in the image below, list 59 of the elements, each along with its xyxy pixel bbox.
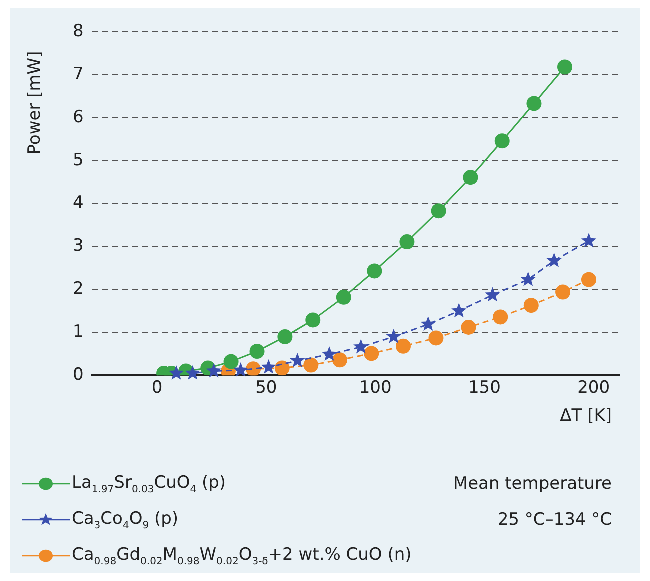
point — [581, 233, 597, 248]
point — [386, 328, 402, 344]
y-tick-label: 8 — [72, 21, 84, 42]
point — [290, 352, 306, 368]
point — [224, 354, 239, 370]
point — [233, 362, 248, 377]
y-tick-label: 6 — [72, 107, 84, 128]
x-axis-title: ΔT [K] — [560, 406, 612, 426]
point — [520, 272, 536, 286]
x-tick-label: 100 — [359, 378, 392, 398]
legend-label: Ca$_{3}$Co$_{4}$O$_{9}$ (p) — [72, 508, 179, 532]
text: 25 °C–134 °C — [496, 509, 612, 532]
point — [420, 316, 436, 331]
point — [278, 329, 293, 344]
x-tick-label: 50 — [256, 378, 278, 398]
point — [332, 352, 348, 368]
point — [428, 330, 444, 346]
point — [336, 290, 352, 305]
point — [494, 134, 510, 149]
text: Ca$_{0.98}$Gd$_{0.02}$M$_{0.98}$W$_{0.02}$O$_{3-δ}$+2 wt.% CuO (n) — [72, 544, 412, 568]
point — [463, 170, 478, 186]
point — [250, 344, 265, 360]
point — [168, 365, 184, 380]
point — [304, 358, 319, 373]
point — [354, 339, 369, 354]
y-tick-label: 4 — [72, 193, 84, 214]
legend-label: La$_{1.97}$Sr$_{0.03}$CuO$_{4}$ (p) — [72, 472, 226, 496]
point — [556, 284, 571, 300]
x-tick-label: 150 — [468, 378, 501, 398]
point — [367, 264, 382, 279]
point — [461, 320, 476, 335]
y-axis-title: Power [mW] — [25, 50, 45, 157]
y-tick-label: 7 — [72, 64, 84, 84]
y-tick-label: 0 — [72, 365, 84, 386]
x-tick-label: 0 — [152, 378, 163, 398]
point — [526, 96, 542, 112]
point — [546, 252, 562, 268]
point — [185, 365, 200, 380]
point — [396, 338, 411, 354]
point — [524, 298, 539, 314]
text: Mean temperature — [453, 473, 612, 496]
x-tick-label: 200 — [578, 378, 610, 398]
point — [206, 363, 222, 378]
y-tick-label: 2 — [72, 279, 84, 300]
point — [322, 346, 338, 362]
y-tick-label: 3 — [72, 236, 84, 256]
point — [431, 204, 446, 219]
point — [558, 60, 572, 75]
point — [306, 312, 321, 328]
point — [582, 272, 597, 288]
point — [274, 360, 290, 376]
point — [452, 303, 467, 318]
point — [364, 346, 380, 362]
point — [400, 234, 415, 250]
y-tick-label: 5 — [72, 150, 84, 170]
point — [261, 359, 276, 374]
y-tick-label: 1 — [72, 322, 84, 342]
point — [493, 310, 508, 325]
point — [485, 287, 500, 302]
